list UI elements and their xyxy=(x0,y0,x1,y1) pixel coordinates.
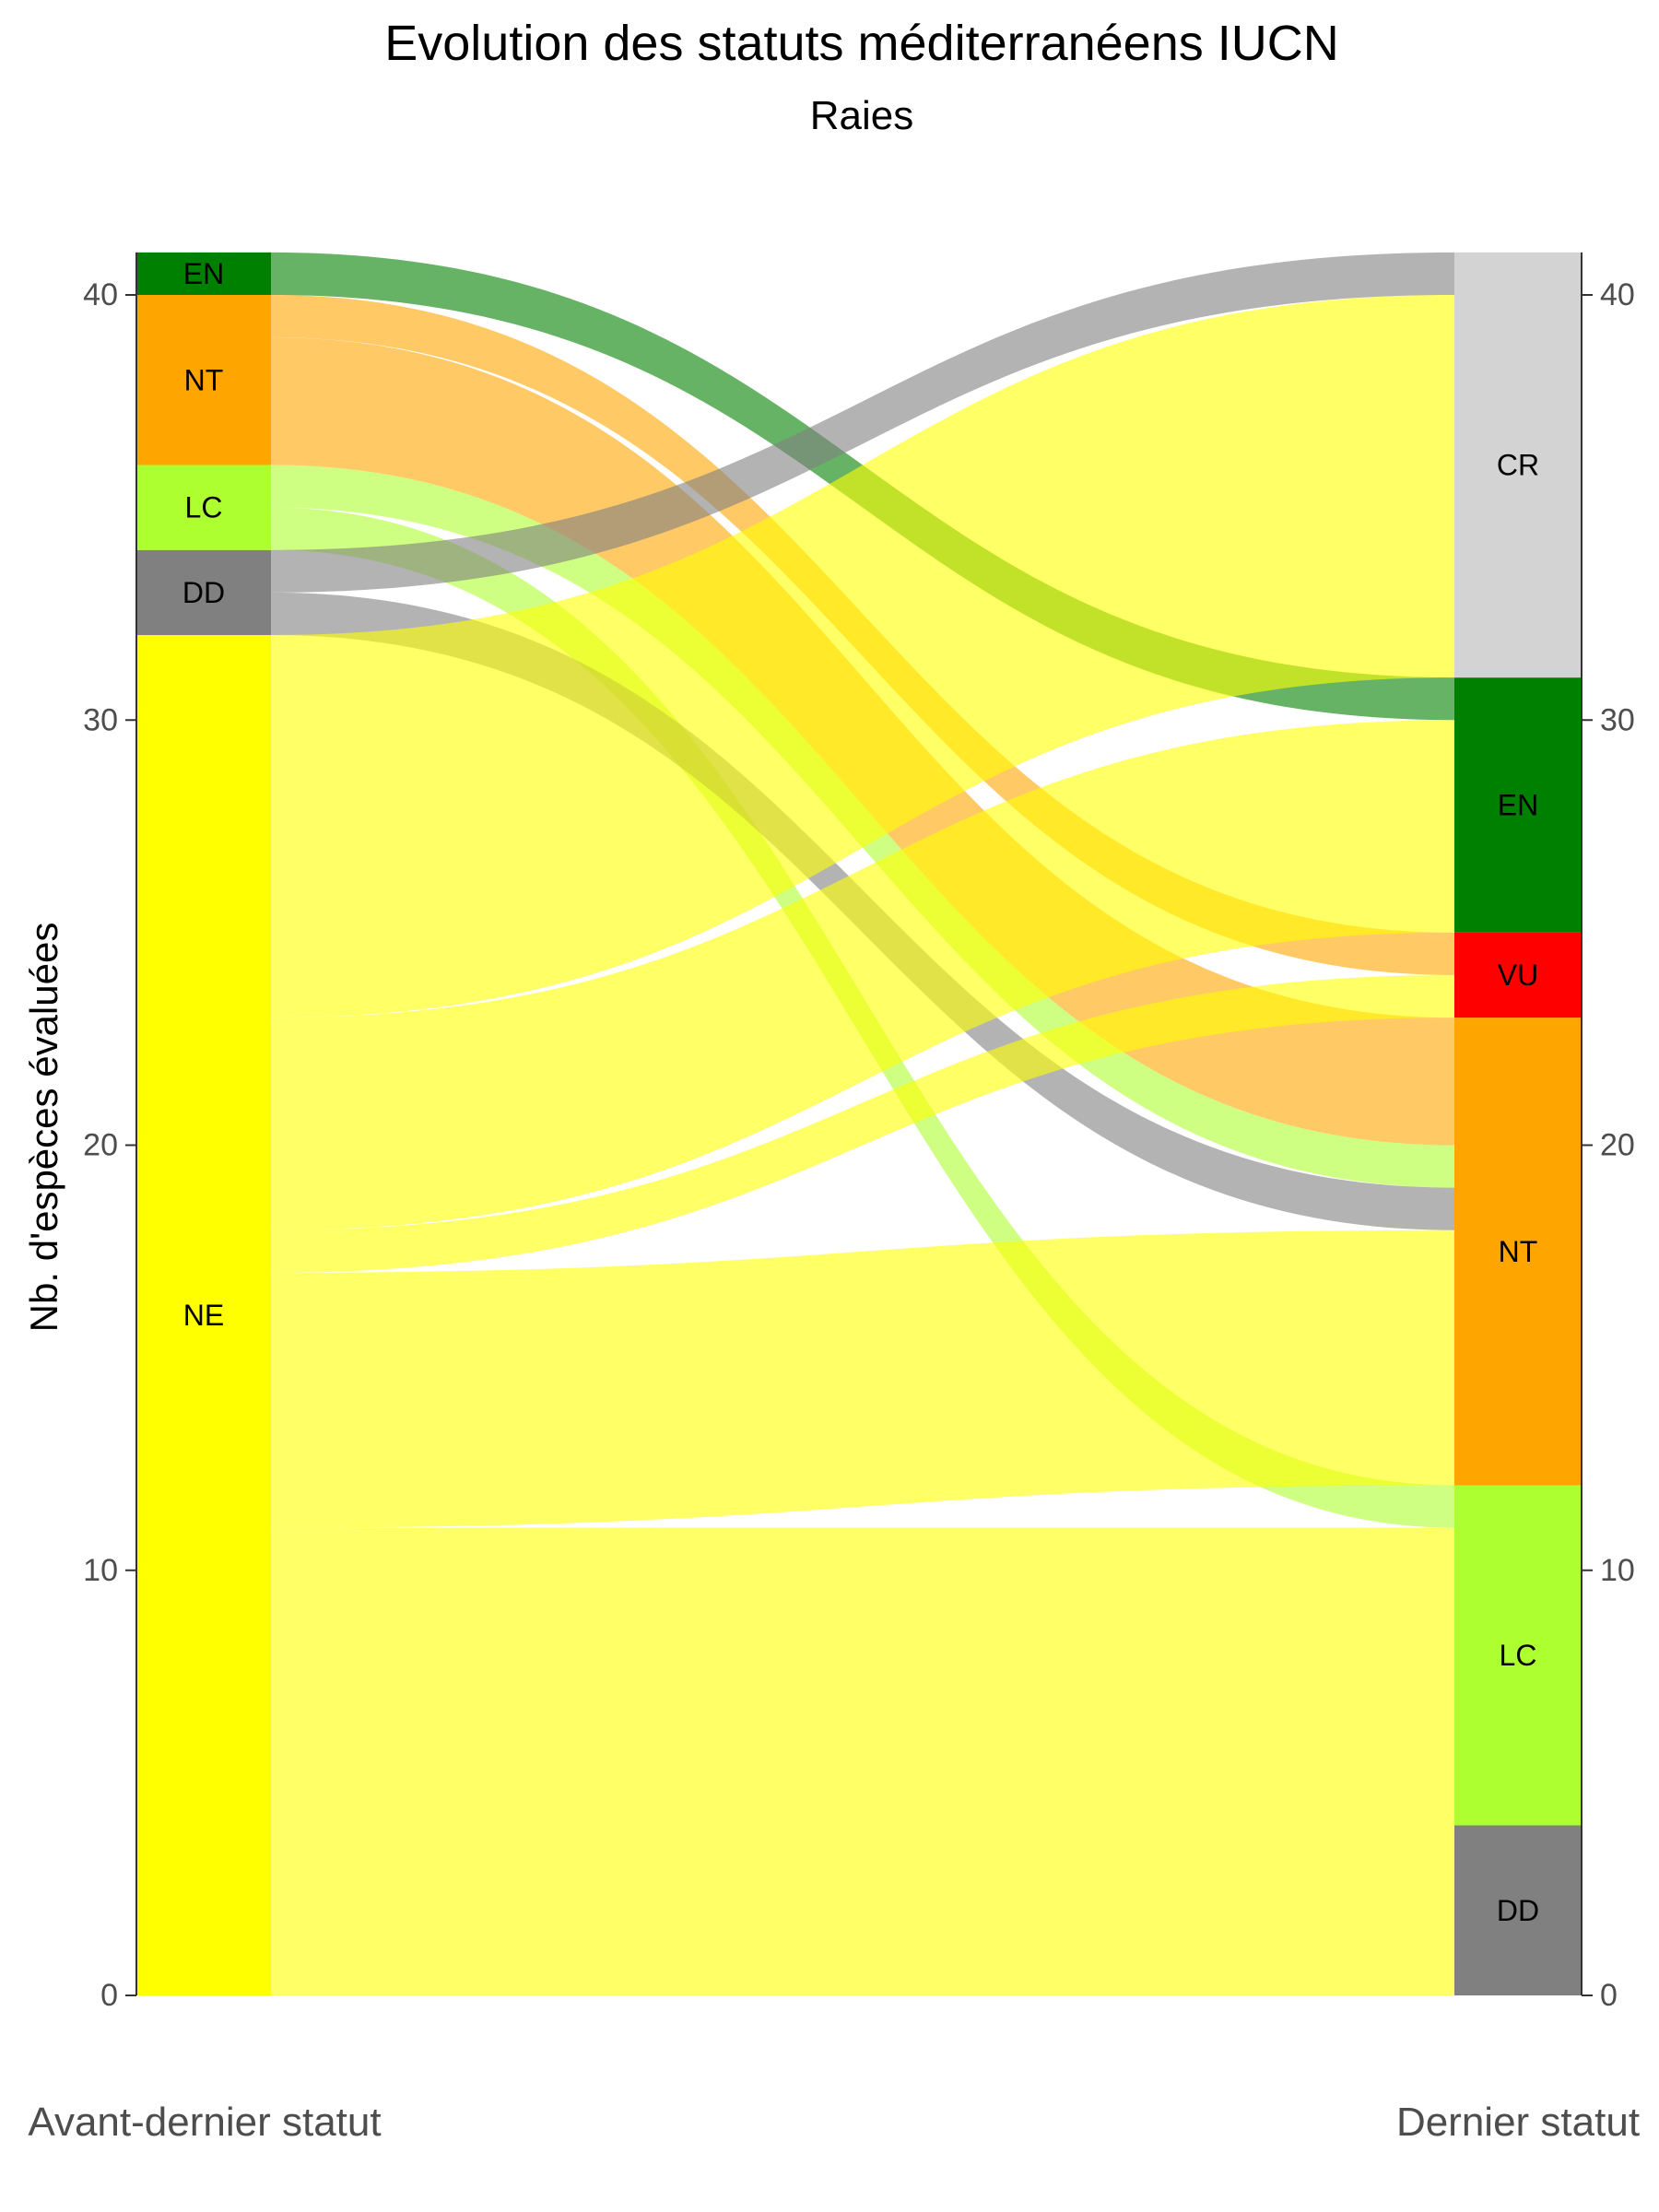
right-stratum-label-en: EN xyxy=(1498,789,1538,822)
right-stratum-nt xyxy=(1454,1018,1582,1486)
right-stratum-en xyxy=(1454,677,1582,933)
chart-title: Evolution des statuts méditerranéens IUC… xyxy=(384,16,1339,71)
flow-ne-to-nt xyxy=(271,1230,1454,1528)
flow-ne-to-cr xyxy=(271,295,1454,1018)
left-tick-label-30: 30 xyxy=(83,702,118,737)
right-tick-label-30: 30 xyxy=(1600,702,1635,737)
flow-dd-to-cr xyxy=(271,252,1454,593)
right-stratum-label-nt: NT xyxy=(1499,1235,1538,1268)
right-axis-label: Dernier statut xyxy=(1396,2100,1640,2145)
left-stratum-label-dd: DD xyxy=(182,576,225,609)
left-tick-label-40: 40 xyxy=(83,277,118,312)
right-stratum-lc xyxy=(1454,1485,1582,1826)
right-tick-label-0: 0 xyxy=(1600,1978,1618,2013)
right-stratum-label-vu: VU xyxy=(1498,959,1538,992)
left-stratum-label-en: EN xyxy=(183,257,224,290)
right-stratum-cr xyxy=(1454,252,1582,678)
left-stratum-nt xyxy=(136,295,271,465)
left-tick-label-10: 10 xyxy=(83,1553,118,1588)
right-tick-label-10: 10 xyxy=(1600,1553,1635,1588)
right-stratum-dd xyxy=(1454,1825,1582,1995)
left-stratum-label-nt: NT xyxy=(184,363,224,396)
flow-ne-to-vu xyxy=(271,975,1454,1273)
left-stratum-label-lc: LC xyxy=(185,491,223,524)
right-tick-label-20: 20 xyxy=(1600,1128,1635,1163)
left-stratum-lc xyxy=(136,465,271,550)
flows-layer xyxy=(271,252,1454,1995)
left-stratum-dd xyxy=(136,549,271,635)
left-axis-label: Avant-dernier statut xyxy=(28,2100,381,2145)
left-stratum-en xyxy=(136,252,271,295)
right-stratum-vu xyxy=(1454,932,1582,1018)
left-tick-label-20: 20 xyxy=(83,1128,118,1163)
left-tick-label-0: 0 xyxy=(100,1978,118,2013)
flow-ne-to-dd xyxy=(271,1825,1454,1995)
left-stratum-label-ne: NE xyxy=(183,1299,224,1332)
left-stratum-ne xyxy=(136,635,271,1995)
flow-ne-to-en xyxy=(271,720,1454,1230)
right-tick-label-40: 40 xyxy=(1600,277,1635,312)
axes-layer: 0 0 10 10 20 20 30 30 40 40 xyxy=(83,252,1635,2013)
flow-ne-to-lc xyxy=(271,1527,1454,1826)
strata-layer: NE DD LC NT EN DD LC NT VU EN CR xyxy=(136,252,1582,1995)
right-stratum-label-dd: DD xyxy=(1497,1894,1539,1927)
right-stratum-label-cr: CR xyxy=(1497,449,1539,482)
y-axis-title: Nb. d'espèces évaluées xyxy=(22,923,65,1333)
right-stratum-label-lc: LC xyxy=(1500,1639,1537,1672)
chart-subtitle: Raies xyxy=(810,93,914,138)
